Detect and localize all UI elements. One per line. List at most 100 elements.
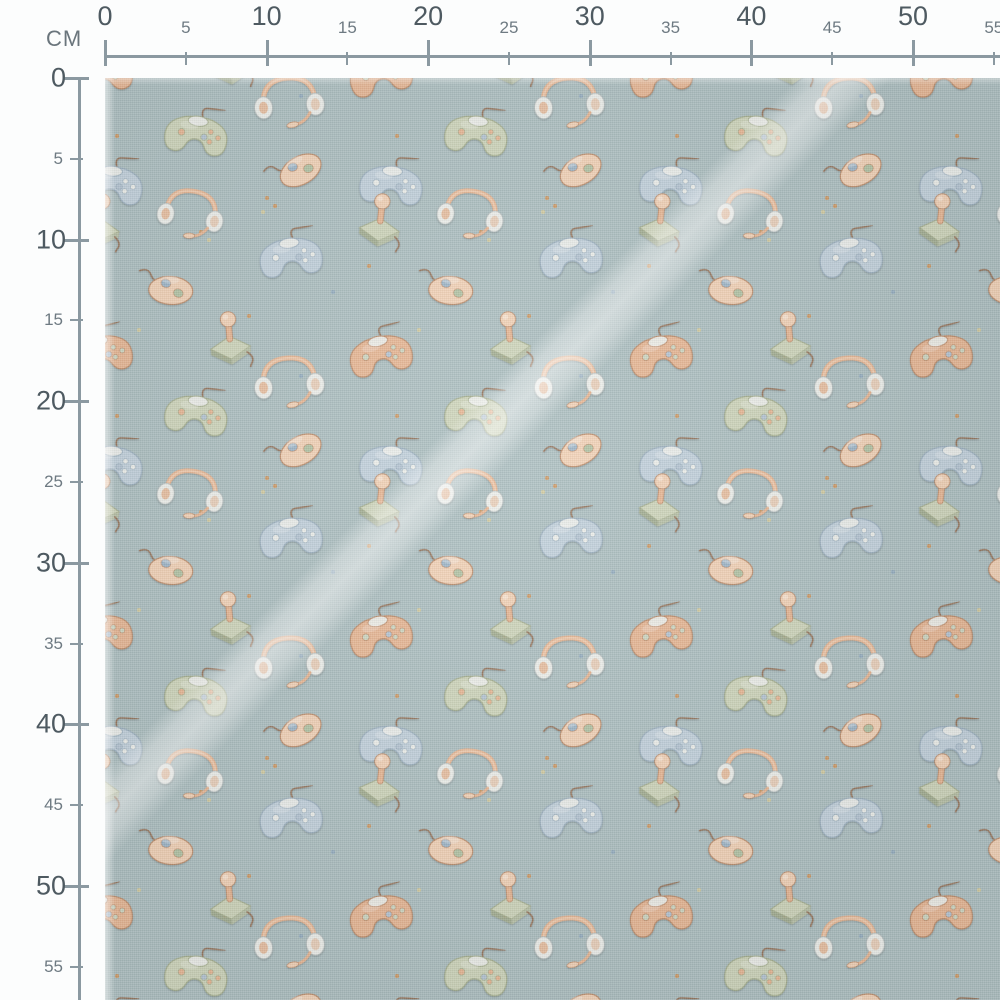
fabric-speckle [261,770,265,774]
motif-joystick [105,189,129,260]
fabric-preview[interactable] [105,78,1000,1000]
motif-gamepad-peach [339,599,422,674]
motif-joystick [482,588,539,656]
motif-gamepad-peach [339,78,422,114]
motif-gamepad-blue [352,153,429,220]
pattern-tile [105,728,256,1000]
fabric-speckle [891,290,895,294]
vertical-tick-0 [63,77,89,80]
motif-joystick [631,749,689,820]
fabric-speckle [545,756,549,760]
pattern-tile [235,728,536,1000]
fabric-speckle [261,210,265,214]
motif-headphones [152,455,230,529]
motif-gamepad-blue [912,993,989,1000]
motif-gamepad-peach [619,78,702,114]
motif-joystick [105,749,129,820]
motif-gamepad-blue [105,993,150,1000]
motif-gamepad-peach [899,599,982,674]
horizontal-tick-label-10: 10 [251,1,282,31]
fabric-speckle [261,490,265,494]
fabric-speckle [675,974,679,978]
motif-headphones [251,904,327,976]
fabric-speckle [479,510,483,514]
fabric-speckle [821,210,825,214]
motif-computer-mouse [127,257,201,320]
fabric-speckle [541,770,545,774]
fabric-speckle [859,94,863,98]
motif-headphones [811,78,887,135]
motif-gamepad-sage [156,381,236,451]
fabric-speckle [115,414,119,418]
fabric-speckle [541,210,545,214]
motif-headphones [712,735,790,809]
vertical-tick-label-55: 55 [44,956,63,976]
horizontal-tick-label-5: 5 [181,18,191,37]
fabric-speckle [207,798,211,802]
motif-gamepad-blue [632,713,709,780]
horizontal-tick-45 [831,52,834,65]
fabric-speckle [767,238,771,242]
motif-headphones [992,175,1000,249]
vertical-tick-label-45: 45 [44,795,63,815]
vertical-tick-label-30: 30 [35,547,66,578]
fabric-speckle [545,196,549,200]
fabric-speckle [647,824,651,828]
fabric-speckle [115,974,119,978]
fabric-speckle [759,510,763,514]
horizontal-tick-55 [992,52,995,65]
motif-joystick [105,469,129,540]
motif-joystick [911,189,969,260]
motif-gamepad-peach [105,78,143,114]
motif-gamepad-sage [436,661,516,731]
fabric-speckle [759,790,763,794]
fabric-speckle [955,694,959,698]
fabric-speckle [977,608,981,612]
fabric-speckle [859,934,863,938]
horizontal-ruler-axis [105,55,1000,58]
motif-joystick [911,469,969,540]
motif-gamepad-blue [632,153,709,220]
vertical-tick-label-5: 5 [53,148,63,168]
motif-joystick [631,469,689,540]
fabric-speckle [479,790,483,794]
motif-gamepad-blue [812,784,891,853]
fabric-speckle [647,544,651,548]
pattern-tile [235,448,536,766]
fabric-speckle [527,314,531,318]
horizontal-tick-label-50: 50 [897,1,929,31]
fabric-speckle [367,544,371,548]
motif-gamepad-sage [996,661,1000,731]
fabric-speckle [759,230,763,234]
horizontal-tick-label-40: 40 [736,1,767,31]
fabric-speckle [927,824,931,828]
fabric-speckle [807,874,811,878]
vertical-tick-10 [63,238,89,242]
fabric-speckle [891,570,895,574]
vertical-ruler: 0 10 20 30 40 50 5 15 25 35 45 55 [0,0,105,1000]
motif-headphones [531,344,607,416]
fabric-speckle [611,570,615,574]
fabric-speckle [395,694,399,698]
fabric-speckle [553,764,557,768]
fabric-speckle [527,874,531,878]
motif-headphones [992,735,1000,809]
vertical-tick-25 [70,481,83,483]
motif-gamepad-sage [436,941,516,1000]
fabric-speckle [137,888,141,892]
fabric-speckle [527,594,531,598]
pattern-tile [795,728,1000,1000]
fabric-speckle [977,888,981,892]
fabric-speckle [417,888,421,892]
vertical-tick-label-35: 35 [44,633,63,653]
fabric-speckle [821,770,825,774]
pattern-tile [515,168,816,486]
fabric-speckle [395,134,399,138]
motif-computer-mouse [538,983,609,1000]
horizontal-tick-label-0: 0 [97,1,113,31]
pattern-tile [235,168,536,486]
horizontal-tick-50 [912,40,915,66]
fabric-speckle [807,314,811,318]
horizontal-tick-0 [104,40,107,66]
pattern-tile [515,448,816,766]
